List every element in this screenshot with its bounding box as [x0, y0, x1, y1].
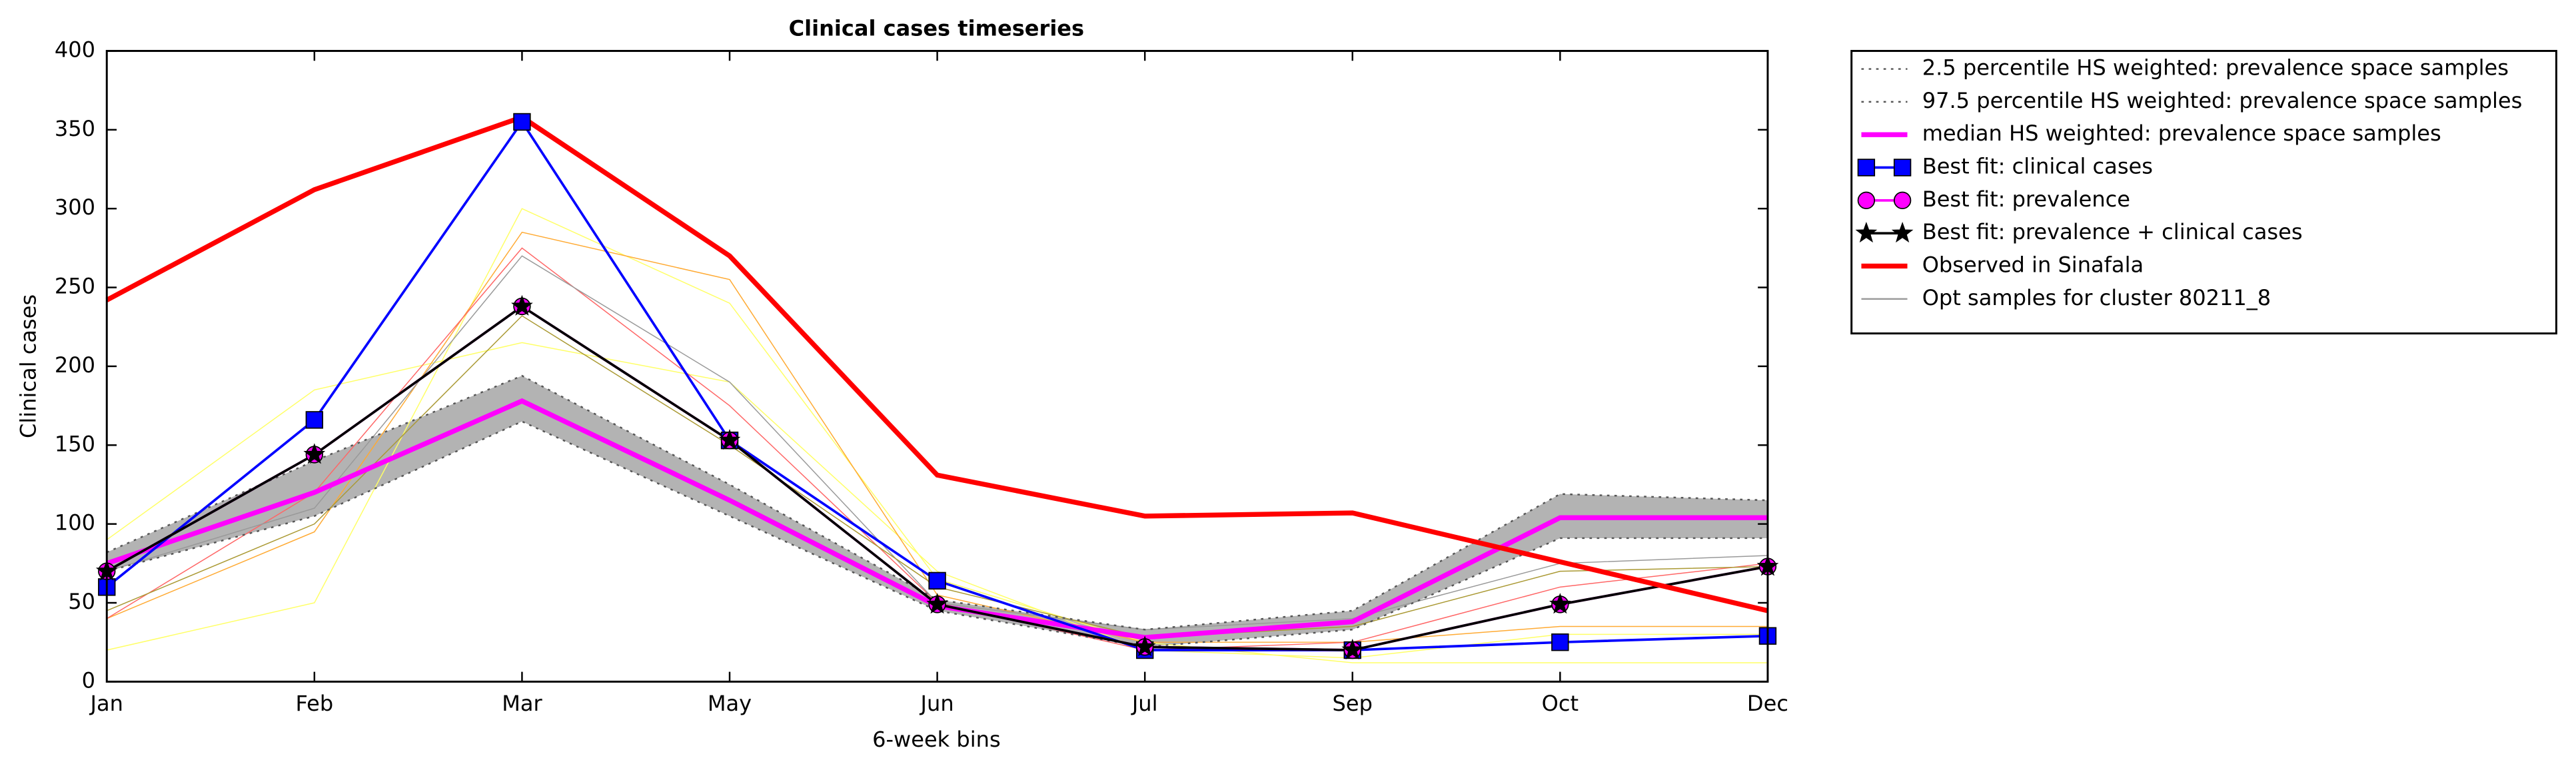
- marker-star: [1855, 221, 1878, 243]
- legend-label: Best fit: prevalence: [1922, 187, 2130, 212]
- x-tick-label: Feb: [295, 691, 333, 716]
- legend-label: median HS weighted: prevalence space sam…: [1922, 121, 2441, 146]
- x-tick-label: Dec: [1747, 691, 1788, 716]
- legend-label: Best fit: prevalence + clinical cases: [1922, 219, 2303, 244]
- marker-square: [513, 113, 531, 131]
- x-tick-label: Oct: [1542, 691, 1579, 716]
- marker-star: [926, 593, 948, 614]
- marker-star: [1549, 593, 1571, 614]
- marker-square: [305, 411, 324, 429]
- y-axis-label: Clinical cases: [15, 294, 41, 438]
- marker-square: [1893, 159, 1912, 177]
- sample-line: [106, 342, 1768, 659]
- y-tick-label: 200: [55, 352, 95, 378]
- y-tick-label: 50: [68, 589, 95, 614]
- x-tick-label: Jun: [920, 691, 954, 716]
- marker-square: [1551, 633, 1569, 651]
- x-tick-label: May: [708, 691, 752, 716]
- x-tick-label: Jul: [1131, 691, 1158, 716]
- y-tick-label: 300: [55, 194, 95, 220]
- series-line: [105, 114, 1768, 613]
- x-axis-label: 6-week bins: [872, 727, 1001, 752]
- y-tick-label: 0: [82, 667, 95, 693]
- marker-star: [1341, 638, 1364, 659]
- y-tick-label: 150: [55, 431, 95, 456]
- legend-label: 2.5 percentile HS weighted: prevalence s…: [1922, 55, 2509, 81]
- x-tick-label: Mar: [502, 691, 542, 716]
- legend-label: 97.5 percentile HS weighted: prevalence …: [1922, 88, 2523, 113]
- marker-star: [718, 428, 741, 450]
- legend-label: Opt samples for cluster 80211_8: [1922, 285, 2271, 310]
- x-tick-label: Jan: [89, 691, 123, 716]
- y-tick-label: 400: [55, 37, 95, 62]
- marker-square: [928, 572, 946, 590]
- marker-circle: [1857, 191, 1876, 210]
- legend-label: Observed in Sinafala: [1922, 252, 2144, 277]
- y-tick-label: 100: [55, 510, 95, 536]
- marker-star: [303, 443, 326, 464]
- marker-star: [1891, 221, 1914, 243]
- y-tick-label: 250: [55, 274, 95, 299]
- legend-label: Best fit: clinical cases: [1922, 154, 2153, 179]
- marker-star: [1133, 635, 1156, 657]
- chart-title: Clinical cases timeseries: [789, 15, 1085, 41]
- marker-circle: [1893, 191, 1912, 210]
- marker-square: [1857, 159, 1876, 177]
- marker-star: [511, 294, 533, 316]
- legend-box: [1850, 49, 2557, 335]
- series-line: [106, 374, 1768, 631]
- x-tick-label: Sep: [1333, 691, 1373, 716]
- y-tick-label: 350: [55, 116, 95, 141]
